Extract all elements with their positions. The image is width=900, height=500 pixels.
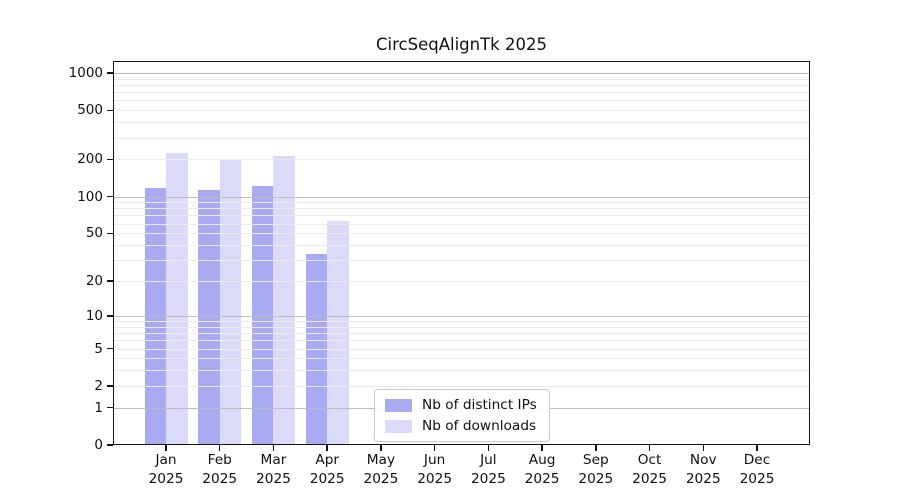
y-tick-label: 1: [94, 399, 103, 416]
x-tick-mark: [165, 445, 167, 451]
y-tick-mark: [107, 406, 113, 409]
x-tick-label: Aug 2025: [524, 452, 560, 487]
gridline-minor: [113, 358, 810, 360]
gridline-minor: [113, 333, 810, 335]
gridline-minor: [113, 321, 810, 323]
x-tick-label: Oct 2025: [632, 452, 667, 487]
gridline-minor: [113, 122, 810, 124]
y-tick-mark: [107, 109, 113, 112]
legend-item-distinct-ips: Nb of distinct IPs: [385, 397, 537, 413]
y-tick-label: 200: [77, 151, 103, 168]
gridline-minor: [113, 137, 810, 139]
y-tick-mark: [107, 158, 113, 161]
legend-swatch-downloads: [385, 419, 412, 433]
gridline-minor: [113, 85, 810, 86]
gridline-major: [113, 73, 810, 74]
x-tick-mark: [702, 445, 705, 451]
legend-label-downloads: Nb of downloads: [422, 418, 537, 434]
y-tick-label: 20: [85, 273, 103, 290]
x-tick-label: Nov 2025: [685, 452, 721, 487]
x-tick-label: Jan 2025: [148, 452, 184, 487]
gridline-minor: [113, 260, 810, 262]
gridline-minor: [113, 245, 810, 247]
y-tick-label: 1000: [68, 65, 103, 81]
x-tick-label: Dec 2025: [739, 452, 775, 487]
x-tick-mark: [272, 445, 275, 451]
gridline-minor: [113, 348, 810, 350]
x-tick-label: Mar 2025: [256, 452, 291, 487]
legend-label-distinct-ips: Nb of distinct IPs: [422, 397, 537, 413]
x-tick-mark: [380, 445, 382, 451]
y-tick-mark: [107, 347, 113, 350]
y-tick-label: 50: [85, 225, 103, 242]
gridline-minor: [113, 208, 810, 210]
x-tick-label: Apr 2025: [309, 452, 345, 487]
y-tick-label: 0: [94, 437, 103, 453]
bar-downloads-mar: [273, 156, 295, 445]
gridline-minor: [113, 202, 810, 204]
gridline-minor: [113, 385, 810, 387]
legend: Nb of distinct IPs Nb of downloads: [374, 389, 550, 442]
x-tick-mark: [595, 445, 597, 451]
gridline-major: [113, 315, 810, 317]
chart-title: CircSeqAlignTk 2025: [376, 35, 547, 54]
y-tick-mark: [107, 72, 113, 74]
x-tick-mark: [756, 445, 758, 451]
gridline-minor: [113, 110, 810, 112]
gridline-minor: [113, 340, 810, 342]
bar-downloads-feb: [219, 159, 242, 445]
y-tick-label: 5: [94, 340, 103, 357]
y-tick-mark: [107, 444, 113, 446]
legend-item-downloads: Nb of downloads: [385, 418, 537, 434]
gridline-minor: [113, 92, 810, 94]
gridline-minor: [113, 326, 810, 328]
gridline-minor: [113, 233, 810, 235]
plot-area: [113, 61, 810, 445]
y-tick-mark: [107, 232, 113, 235]
gridline-major: [113, 196, 810, 198]
x-tick-mark: [487, 445, 490, 451]
x-tick-label: Sep 2025: [578, 452, 614, 487]
y-tick-label: 100: [77, 188, 103, 205]
y-tick-mark: [107, 385, 113, 387]
y-tick-mark: [107, 195, 113, 198]
y-tick-label: 10: [85, 307, 103, 324]
x-tick-mark: [218, 445, 221, 451]
y-tick-mark: [107, 280, 113, 282]
gridline-minor: [113, 100, 810, 102]
y-tick-label: 500: [77, 102, 103, 119]
x-tick-mark: [326, 445, 328, 451]
gridline-minor: [113, 215, 810, 217]
bar-distinct-ips-mar: [251, 186, 274, 445]
gridline-minor: [113, 78, 810, 80]
legend-swatch-distinct-ips: [385, 398, 412, 412]
bar-distinct-ips-feb: [198, 189, 220, 445]
x-tick-mark: [648, 445, 651, 451]
x-tick-label: May 2025: [363, 452, 399, 487]
gridline-minor: [113, 223, 810, 225]
gridline-minor: [113, 370, 810, 372]
gridline-minor: [113, 281, 810, 283]
x-tick-mark: [433, 445, 436, 451]
y-tick-mark: [107, 315, 113, 317]
gridline-minor: [113, 159, 810, 161]
bar-downloads-jan: [166, 153, 188, 445]
x-tick-label: Feb 2025: [202, 452, 238, 487]
x-tick-mark: [541, 445, 543, 451]
x-tick-label: Jul 2025: [470, 452, 506, 487]
y-tick-label: 2: [94, 377, 103, 394]
x-tick-label: Jun 2025: [417, 452, 453, 487]
